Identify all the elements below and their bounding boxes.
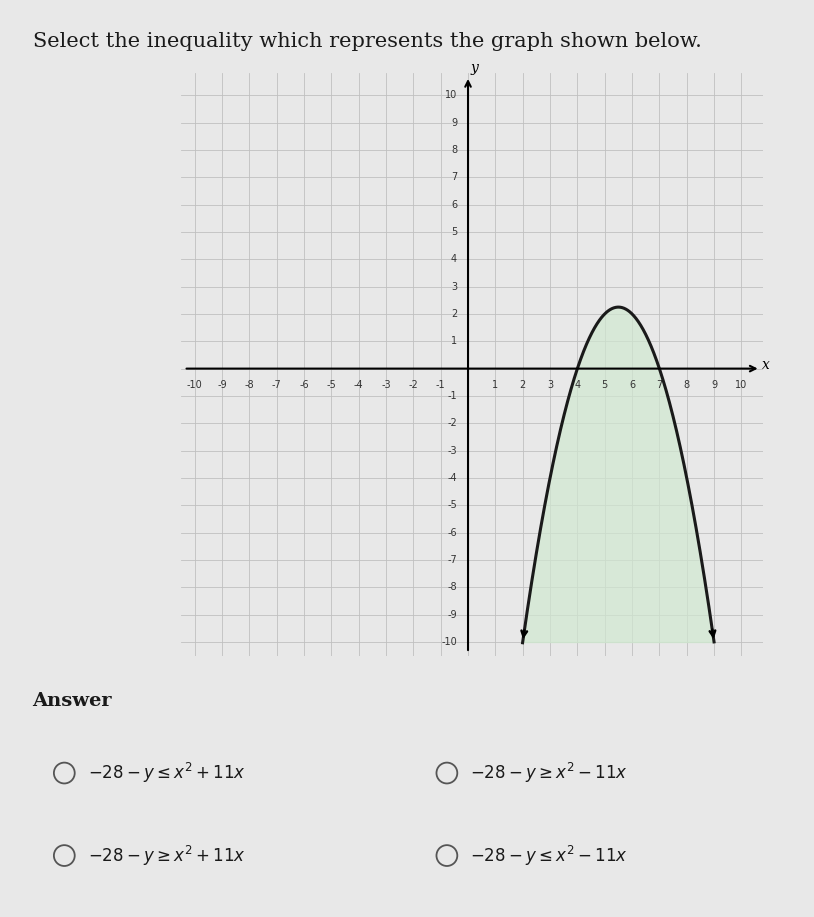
Text: $-28-y\leq x^2-11x$: $-28-y\leq x^2-11x$ <box>470 844 628 867</box>
Text: $-28-y\geq x^2-11x$: $-28-y\geq x^2-11x$ <box>470 761 628 785</box>
Text: -9: -9 <box>448 610 457 620</box>
Text: 1: 1 <box>492 380 498 390</box>
Text: -3: -3 <box>381 380 391 390</box>
Text: -9: -9 <box>217 380 227 390</box>
Text: 2: 2 <box>519 380 526 390</box>
Text: $-28-y\leq x^2+11x$: $-28-y\leq x^2+11x$ <box>88 761 246 785</box>
Text: -7: -7 <box>448 555 457 565</box>
Text: -3: -3 <box>448 446 457 456</box>
Text: -5: -5 <box>448 501 457 510</box>
Text: Select the inequality which represents the graph shown below.: Select the inequality which represents t… <box>33 32 702 51</box>
Text: -10: -10 <box>186 380 203 390</box>
Text: -1: -1 <box>435 380 445 390</box>
Text: $-28-y\geq x^2+11x$: $-28-y\geq x^2+11x$ <box>88 844 246 867</box>
Text: -2: -2 <box>448 418 457 428</box>
Text: 2: 2 <box>451 309 457 319</box>
Text: -4: -4 <box>448 473 457 483</box>
Text: 4: 4 <box>451 254 457 264</box>
Text: Answer: Answer <box>33 692 112 711</box>
Text: x: x <box>762 358 770 371</box>
Text: -7: -7 <box>272 380 282 390</box>
Text: 10: 10 <box>735 380 747 390</box>
Text: 8: 8 <box>684 380 689 390</box>
Text: 5: 5 <box>451 226 457 237</box>
Text: -1: -1 <box>448 391 457 401</box>
Text: -2: -2 <box>409 380 418 390</box>
Text: -10: -10 <box>441 637 457 647</box>
Text: -8: -8 <box>448 582 457 592</box>
Text: 8: 8 <box>451 145 457 155</box>
Text: 1: 1 <box>451 337 457 347</box>
Text: -5: -5 <box>326 380 336 390</box>
Text: 4: 4 <box>575 380 580 390</box>
Text: -6: -6 <box>300 380 309 390</box>
Text: 10: 10 <box>444 90 457 100</box>
Text: -8: -8 <box>244 380 254 390</box>
Text: 3: 3 <box>547 380 553 390</box>
Text: 6: 6 <box>451 200 457 210</box>
Text: 9: 9 <box>711 380 717 390</box>
Text: 5: 5 <box>602 380 608 390</box>
Text: -6: -6 <box>448 527 457 537</box>
Text: y: y <box>471 61 479 74</box>
Text: 7: 7 <box>656 380 663 390</box>
Text: -4: -4 <box>354 380 364 390</box>
Text: 6: 6 <box>629 380 635 390</box>
Text: 9: 9 <box>451 117 457 127</box>
Text: 3: 3 <box>451 282 457 292</box>
Text: 7: 7 <box>451 172 457 182</box>
